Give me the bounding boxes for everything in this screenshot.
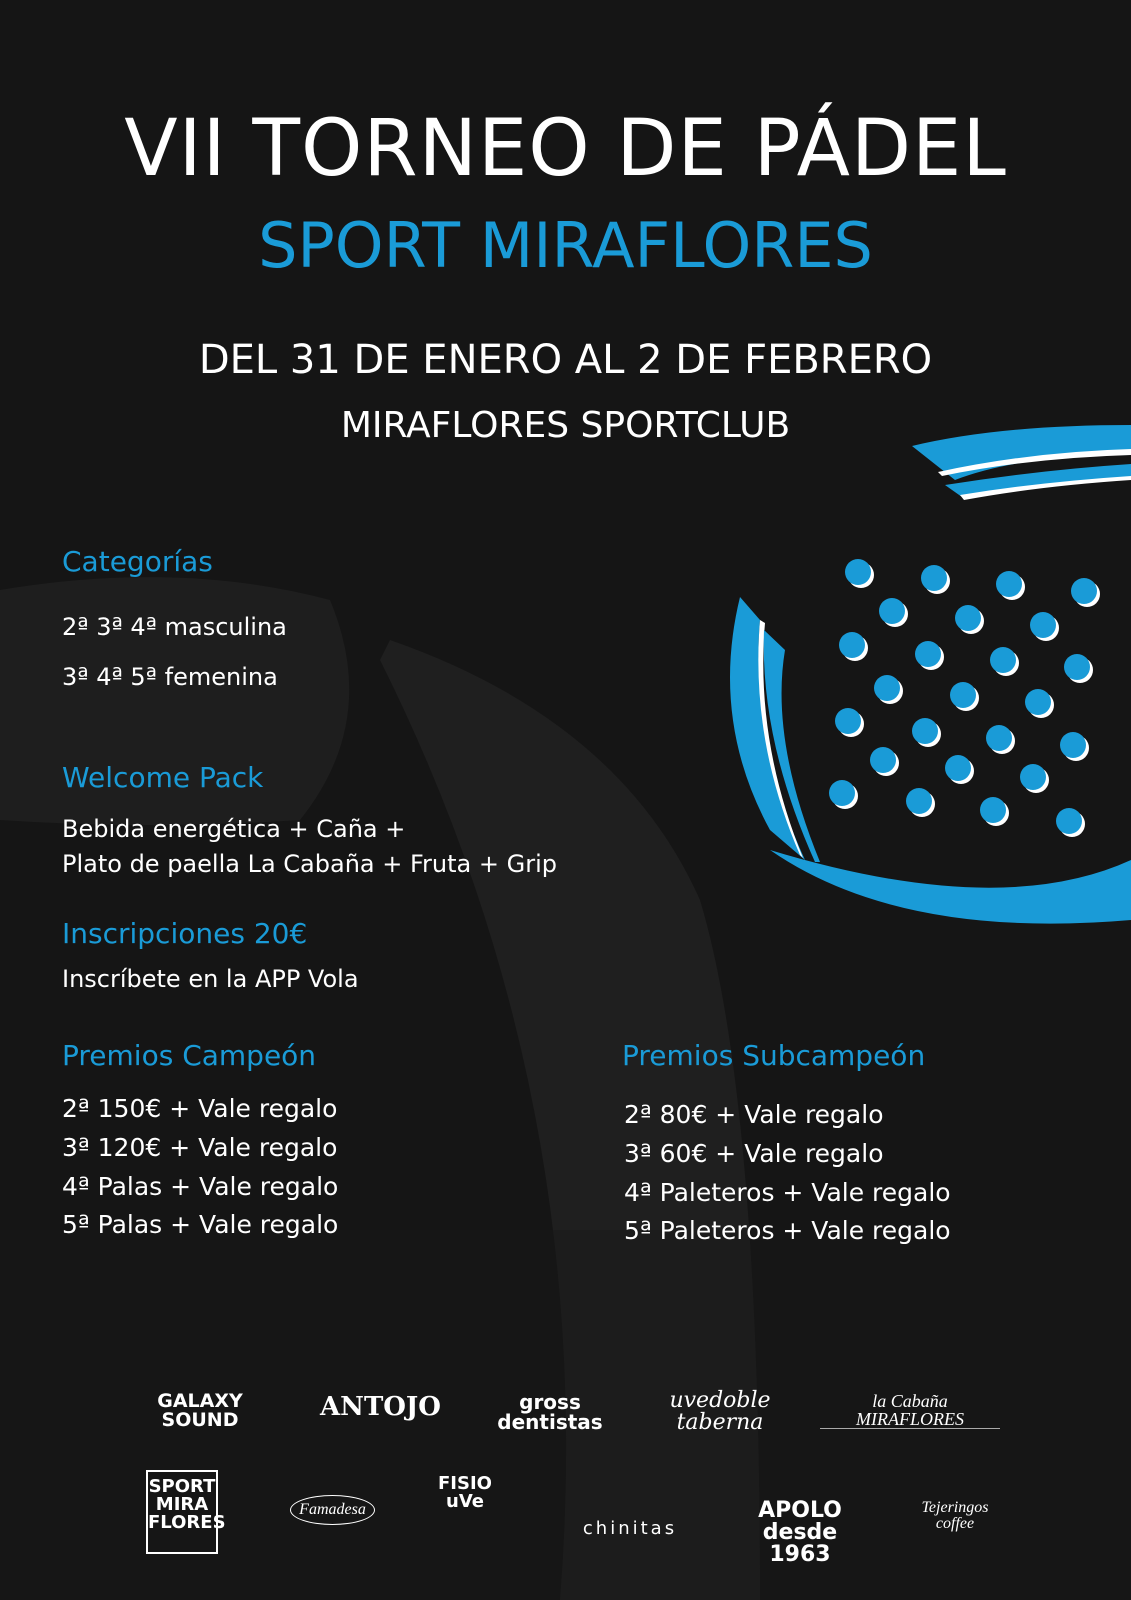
sponsor-logo-tejeringos: Tejeringos coffee bbox=[921, 1499, 989, 1532]
racket-hole bbox=[835, 708, 861, 734]
racket-hole bbox=[839, 632, 865, 658]
event-venue: MIRAFLORES SPORTCLUB bbox=[340, 405, 791, 446]
prize-item: 4ª Palas + Vale regalo bbox=[62, 1171, 339, 1201]
prize-item: 5ª Palas + Vale regalo bbox=[62, 1210, 339, 1240]
prize-item: 5ª Paleteros + Vale regalo bbox=[624, 1216, 951, 1246]
premios-subcampeon-list: 2ª 80€ + Vale regalo 3ª 60€ + Vale regal… bbox=[624, 1096, 951, 1251]
prize-item: 3ª 120€ + Vale regalo bbox=[62, 1132, 338, 1162]
welcome-line: Plato de paella La Cabaña + Fruta + Grip bbox=[62, 849, 557, 878]
premios-campeon-heading: Premios Campeón bbox=[62, 1039, 317, 1072]
welcome-line: Bebida energética + Caña + bbox=[62, 815, 406, 843]
racket-hole bbox=[950, 682, 976, 708]
sponsor-logo-gross: gross dentistas bbox=[497, 1390, 603, 1434]
sponsor-logo-antojo: ANTOJO bbox=[320, 1392, 441, 1422]
categorias-list: 2ª 3ª 4ª masculina 3ª 4ª 5ª femenina bbox=[62, 602, 287, 703]
prize-item: 3ª 60€ + Vale regalo bbox=[624, 1138, 884, 1168]
page-subtitle: SPORT MIRAFLORES bbox=[258, 209, 873, 282]
sponsor-logo-uvedoble: uvedoble taberna bbox=[669, 1388, 771, 1435]
racket-hole bbox=[996, 571, 1022, 597]
racket-hole bbox=[906, 788, 932, 814]
category-item: 3ª 4ª 5ª femenina bbox=[62, 663, 278, 692]
racket-hole bbox=[912, 718, 938, 744]
racket-hole bbox=[1020, 764, 1046, 790]
welcome-text: Bebida energética + Caña + Plato de pael… bbox=[62, 812, 557, 882]
racket-hole bbox=[829, 780, 855, 806]
racket-hole bbox=[945, 755, 971, 781]
racket-hole bbox=[870, 747, 896, 773]
inscripciones-text: Inscríbete en la APP Vola bbox=[62, 965, 359, 993]
padel-racket-icon bbox=[730, 425, 1131, 924]
sponsor-logo-sport-miraflores: SPORT MIRA FLORES bbox=[146, 1470, 226, 1554]
prize-item: 2ª 150€ + Vale regalo bbox=[62, 1094, 338, 1123]
racket-hole bbox=[879, 598, 905, 624]
racket-hole bbox=[990, 647, 1016, 673]
page-title: VII TORNEO DE PÁDEL bbox=[124, 104, 1007, 194]
racket-hole bbox=[1071, 578, 1097, 604]
prize-item: 4ª Paleteros + Vale regalo bbox=[624, 1177, 951, 1207]
sponsor-logo-galaxy-sound: GALAXY SOUND bbox=[157, 1390, 243, 1431]
sponsor-logo-chinitas: chinitas bbox=[582, 1518, 678, 1539]
racket-hole bbox=[1056, 808, 1082, 834]
racket-hole bbox=[915, 641, 941, 667]
categorias-heading: Categorías bbox=[62, 545, 213, 578]
racket-hole bbox=[980, 797, 1006, 823]
premios-campeon-list: 2ª 150€ + Vale regalo 3ª 120€ + Vale reg… bbox=[62, 1090, 338, 1245]
sponsor-logo-apolo: APOLO desde 1963 bbox=[758, 1498, 842, 1567]
racket-hole bbox=[955, 605, 981, 631]
prize-item: 2ª 80€ + Vale regalo bbox=[624, 1100, 884, 1129]
racket-hole bbox=[874, 675, 900, 701]
racket-hole bbox=[921, 565, 947, 591]
racket-hole bbox=[986, 725, 1012, 751]
inscripciones-heading: Inscripciones 20€ bbox=[62, 917, 308, 950]
racket-hole bbox=[1025, 689, 1051, 715]
racket-hole bbox=[1060, 732, 1086, 758]
racket-hole bbox=[1030, 612, 1056, 638]
sponsor-logo-famadesa: Famadesa bbox=[290, 1495, 375, 1525]
racket-hole bbox=[1064, 654, 1090, 680]
racket-hole bbox=[845, 559, 871, 585]
category-item: 2ª 3ª 4ª masculina bbox=[62, 613, 287, 641]
sponsor-logo-la-cabana: la Cabaña MIRAFLORES bbox=[820, 1392, 1000, 1429]
premios-subcampeon-heading: Premios Subcampeón bbox=[622, 1039, 926, 1072]
event-dates: DEL 31 DE ENERO AL 2 DE FEBRERO bbox=[198, 337, 933, 383]
welcome-heading: Welcome Pack bbox=[62, 761, 264, 794]
sponsor-logo-fisio-uve: FISIO uVe bbox=[438, 1473, 492, 1512]
